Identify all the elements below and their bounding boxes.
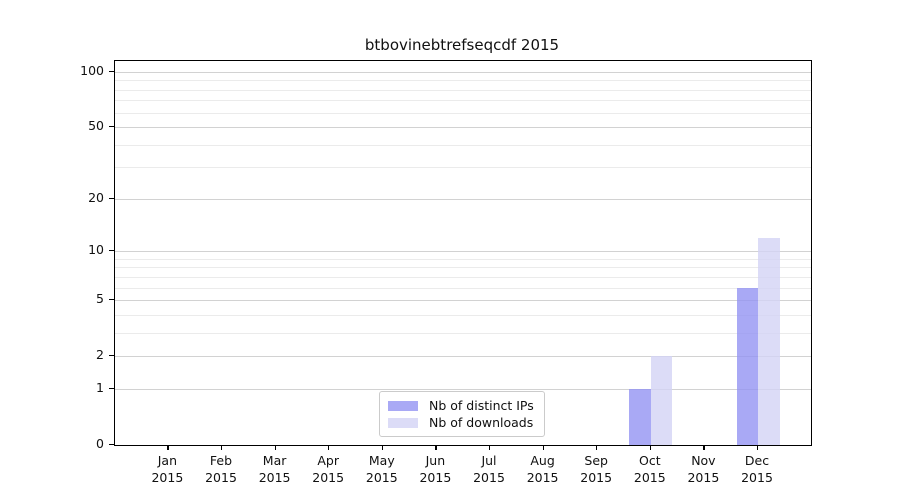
gridline-major bbox=[115, 300, 811, 302]
x-tick-mark bbox=[649, 445, 651, 450]
x-tick-label: Sep 2015 bbox=[580, 453, 613, 485]
bar-distinct-ips bbox=[629, 388, 651, 445]
legend-swatch-distinct-ips bbox=[388, 401, 418, 411]
gridline-minor bbox=[115, 332, 811, 334]
x-tick-label: Feb 2015 bbox=[205, 453, 237, 485]
bar-distinct-ips bbox=[736, 287, 758, 445]
y-tick-label: 0 bbox=[96, 436, 104, 451]
gridline-major bbox=[115, 127, 811, 129]
x-tick-mark bbox=[596, 445, 598, 450]
y-tick-label: 10 bbox=[88, 242, 104, 258]
y-tick-mark bbox=[109, 71, 114, 73]
x-tick-mark bbox=[221, 445, 223, 450]
x-tick-mark bbox=[542, 445, 544, 450]
gridline-major bbox=[115, 356, 811, 358]
x-tick-label: May 2015 bbox=[365, 453, 398, 485]
gridline-minor bbox=[115, 267, 811, 269]
plot-area bbox=[114, 60, 812, 446]
y-tick-mark bbox=[109, 355, 114, 357]
x-tick-label: Mar 2015 bbox=[258, 453, 291, 485]
x-tick-label: Nov 2015 bbox=[687, 453, 720, 485]
gridline-minor bbox=[115, 167, 811, 169]
y-tick-label: 5 bbox=[96, 291, 104, 307]
bar-downloads bbox=[650, 356, 673, 445]
x-tick-label: Oct 2015 bbox=[633, 453, 666, 485]
y-tick-mark bbox=[109, 126, 114, 128]
y-tick-label: 2 bbox=[96, 347, 104, 363]
gridline-major bbox=[115, 72, 811, 73]
x-tick-mark bbox=[703, 445, 705, 450]
legend-label-downloads: Nb of downloads bbox=[429, 415, 534, 430]
x-tick-label: Jul 2015 bbox=[473, 453, 505, 485]
x-tick-label: Jan 2015 bbox=[151, 453, 184, 485]
y-tick-label: 1 bbox=[96, 379, 104, 395]
x-tick-mark bbox=[381, 445, 383, 450]
gridline-minor bbox=[115, 100, 811, 102]
x-tick-mark bbox=[274, 445, 276, 450]
x-tick-label: Apr 2015 bbox=[312, 453, 345, 485]
y-tick-mark bbox=[109, 444, 114, 446]
gridline-minor bbox=[115, 89, 811, 91]
gridline-minor bbox=[115, 314, 811, 316]
gridline-minor bbox=[115, 258, 811, 260]
x-tick-label: Dec 2015 bbox=[741, 453, 773, 485]
x-tick-mark bbox=[328, 445, 330, 450]
y-tick-mark bbox=[109, 299, 114, 301]
chart-title: btbovinebtrefseqcdf 2015 bbox=[364, 36, 560, 54]
gridline-minor bbox=[115, 80, 811, 82]
y-tick-mark bbox=[109, 250, 114, 252]
y-tick-mark bbox=[109, 197, 114, 200]
legend-label-distinct-ips: Nb of distinct IPs bbox=[429, 398, 534, 413]
legend-swatch-downloads bbox=[388, 418, 418, 428]
gridline-minor bbox=[115, 287, 811, 289]
x-tick-mark bbox=[167, 445, 169, 450]
gridline-major bbox=[115, 198, 811, 200]
gridline-major bbox=[115, 388, 811, 390]
x-tick-mark bbox=[489, 445, 491, 450]
legend-item-distinct-ips: Nb of distinct IPs bbox=[384, 398, 536, 414]
y-tick-mark bbox=[109, 387, 114, 390]
gridline-major bbox=[115, 251, 811, 253]
x-tick-mark bbox=[435, 445, 437, 450]
y-tick-label: 20 bbox=[88, 189, 104, 205]
y-tick-label: 50 bbox=[88, 118, 104, 134]
bar-downloads bbox=[758, 237, 780, 445]
gridline-minor bbox=[115, 144, 811, 146]
legend-item-downloads: Nb of downloads bbox=[384, 415, 536, 431]
gridline-minor bbox=[115, 112, 811, 114]
x-tick-mark bbox=[757, 445, 759, 450]
y-tick-label: 100 bbox=[80, 63, 104, 78]
legend: Nb of distinct IPs Nb of downloads bbox=[379, 391, 545, 437]
x-tick-label: Aug 2015 bbox=[526, 453, 559, 485]
gridline-minor bbox=[115, 276, 811, 278]
x-tick-label: Jun 2015 bbox=[419, 453, 452, 485]
